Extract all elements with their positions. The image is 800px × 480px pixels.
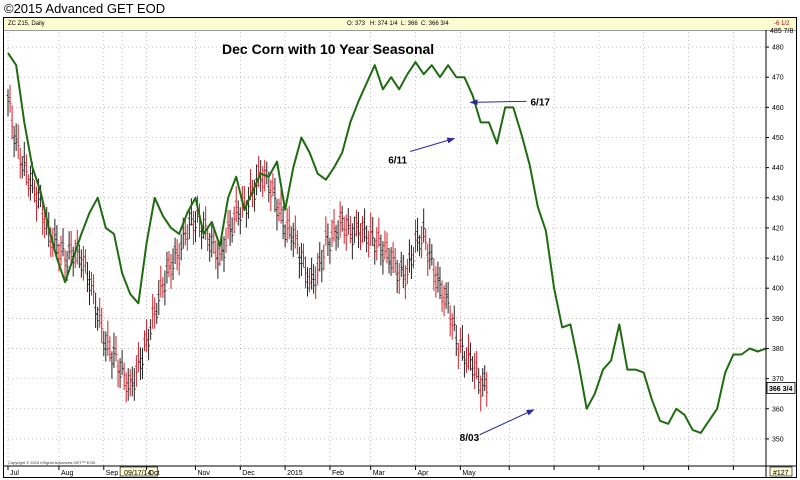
x-tick-label: Jul xyxy=(10,470,19,477)
y-top-label: 485 7/8 xyxy=(770,28,793,35)
annotation-arrow xyxy=(410,137,456,152)
y-tick-label: 390 xyxy=(772,316,784,323)
bar-count-box xyxy=(769,466,793,477)
y-tick-label: 370 xyxy=(772,376,784,383)
last-price-label: 366 3/4 xyxy=(769,386,792,393)
y-tick-label: 420 xyxy=(772,225,784,232)
high-value: H: 374 1/4 xyxy=(370,21,398,27)
chart-frame: ZC Z15, Daily O: 373 H: 374 1/4 L: 366 C… xyxy=(3,17,797,478)
x-tick-label: 09/17/14 xyxy=(124,470,151,477)
y-tick-label: 410 xyxy=(772,256,784,263)
x-tick-label: Aug xyxy=(61,470,74,477)
x-date-box xyxy=(119,466,159,477)
axis-layer: 350 360 370 380 390 400 410 420 430 440 450 460 470 4… xyxy=(4,28,796,477)
annotations-layer: Dec Corn with 10 Year Seasonal 6/17 6/11 8/… xyxy=(222,41,550,444)
y-tick-label: 470 xyxy=(772,75,784,82)
x-tick-label: Dec xyxy=(242,470,255,477)
x-tick-label: Feb xyxy=(332,470,344,477)
y-tick-label: 450 xyxy=(772,135,784,142)
annotation-arrow xyxy=(469,99,527,106)
x-tick-label: Nov xyxy=(197,470,210,477)
x-tick-label: 2015 xyxy=(287,470,303,477)
y-tick-label: 460 xyxy=(772,105,784,112)
y-tick-label: 480 xyxy=(772,45,784,52)
symbol-label: ZC Z15, Daily xyxy=(8,21,45,27)
y-tick-label: 440 xyxy=(772,165,784,172)
y-tick-label: 360 xyxy=(772,406,784,413)
bar-count-label: #127 xyxy=(773,470,789,477)
seasonal-line-layer xyxy=(7,52,767,434)
x-tick-label: Apr xyxy=(418,470,430,477)
last-price-box xyxy=(766,382,796,394)
y-tick-label: 400 xyxy=(772,286,784,293)
x-tick-label: Mar xyxy=(373,470,386,477)
annotation-arrow xyxy=(479,409,535,436)
annotation-label: 8/03 xyxy=(460,433,480,444)
x-tick-label: May xyxy=(462,470,476,477)
close-value: C: 366 3/4 xyxy=(421,21,449,27)
seasonal-line xyxy=(7,52,767,434)
x-tick-label: Sep xyxy=(106,470,119,477)
y-tick-label: 380 xyxy=(772,346,784,353)
copyright-header: ©2015 Advanced GET EOD xyxy=(4,1,166,16)
annotation-label: 6/17 xyxy=(531,97,551,108)
y-tick-label: 430 xyxy=(772,195,784,202)
x-tick-label: Oct xyxy=(149,470,160,477)
info-bar: ZC Z15, Daily O: 373 H: 374 1/4 L: 366 C… xyxy=(4,18,796,31)
change-value: -6 1/2 xyxy=(774,21,790,27)
chart-svg: Dec Corn with 10 Year Seasonal 6/17 6/11 8/… xyxy=(4,28,796,477)
chart-title: Dec Corn with 10 Year Seasonal xyxy=(222,41,434,57)
annotation-label: 6/11 xyxy=(388,155,407,166)
y-tick-label: 350 xyxy=(772,436,784,443)
footer-copyright: Copyright © 2015 eSignal Advanced GET™ E… xyxy=(8,460,96,465)
low-value: L: 366 xyxy=(401,21,418,27)
open-value: O: 373 xyxy=(347,21,366,27)
price-bars-layer xyxy=(6,84,489,412)
